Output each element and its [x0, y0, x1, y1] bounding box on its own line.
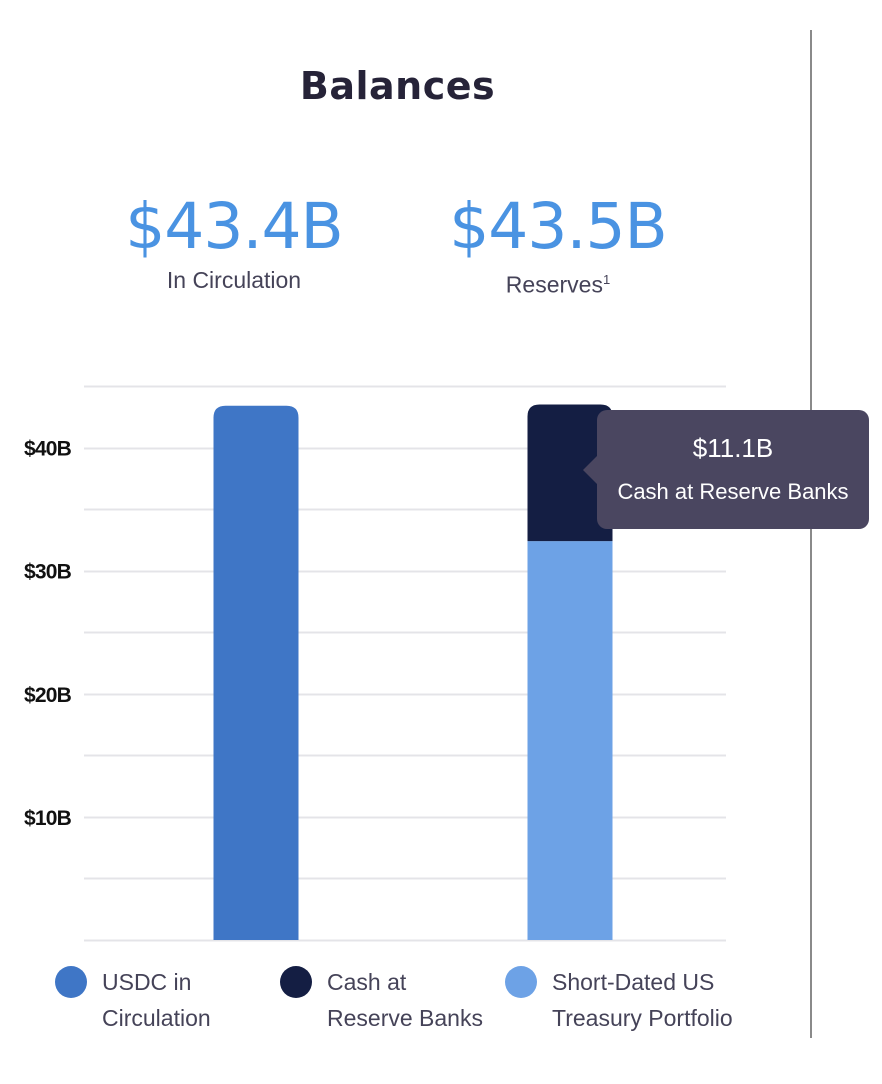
- y-tick-label: $20B: [24, 684, 72, 707]
- legend-label-treasury-portfolio: Short-Dated US Treasury Portfolio: [552, 964, 733, 1036]
- legend-item-cash-reserve-banks[interactable]: Cash at Reserve Banks: [280, 966, 495, 1036]
- reserves-value: $43.5B: [449, 190, 668, 263]
- legend-label-line: Cash at: [327, 969, 407, 995]
- legend-item-treasury-portfolio[interactable]: Short-Dated US Treasury Portfolio: [505, 966, 765, 1036]
- circulation-label: In Circulation: [166, 267, 302, 293]
- tooltip-value: $11.1B: [692, 433, 774, 463]
- legend-label-cash-reserve-banks: Cash at Reserve Banks: [327, 964, 483, 1036]
- reserves-stat: $43.5B Reserves1: [408, 190, 708, 299]
- vertical-divider: [810, 30, 812, 1038]
- y-tick-label: $30B: [24, 561, 72, 584]
- legend-swatch-usdc-circulation: [55, 966, 87, 998]
- legend-label-line: Short-Dated US: [552, 969, 715, 995]
- y-tick-label: $40B: [24, 438, 72, 461]
- legend-label-usdc-circulation: USDC in Circulation: [102, 964, 211, 1036]
- legend-label-line: Treasury Portfolio: [552, 1005, 733, 1031]
- reserves-footnote[interactable]: 1: [602, 272, 611, 287]
- legend-label-line: Circulation: [102, 1005, 211, 1031]
- tooltip-label: Cash at Reserve Banks: [617, 479, 849, 504]
- y-tick-label: $10B: [24, 807, 72, 830]
- page-title: Balances: [299, 64, 496, 108]
- legend-swatch-treasury-portfolio: [505, 966, 537, 998]
- reserves-label: Reserves: [505, 271, 603, 298]
- circulation-stat: $43.4B In Circulation: [84, 190, 384, 294]
- circulation-value: $43.4B: [125, 190, 344, 263]
- bar-short-dated-us-treasury-portfolio: [527, 541, 613, 940]
- bar-usdc-in-circulation: [213, 405, 299, 941]
- reserves-label-wrap: Reserves1: [408, 266, 708, 299]
- chart-tooltip: $11.1B Cash at Reserve Banks: [583, 410, 869, 529]
- legend-label-line: USDC in: [102, 969, 192, 995]
- bar-cash-at-reserve-banks: [527, 404, 613, 542]
- legend-item-usdc-circulation[interactable]: USDC in Circulation: [55, 966, 265, 1036]
- legend-swatch-cash-reserve-banks: [280, 966, 312, 998]
- legend-label-line: Reserve Banks: [327, 1005, 483, 1031]
